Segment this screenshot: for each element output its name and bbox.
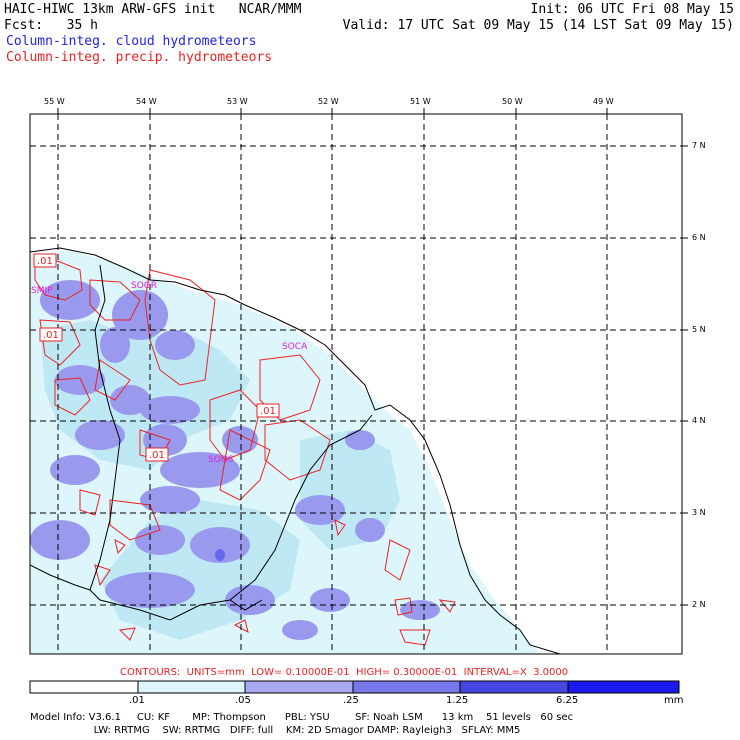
colorbar-bin [137, 680, 246, 694]
shade-dark-blob [215, 549, 225, 561]
colorbar-tick: .05 [235, 695, 251, 706]
contour-label: .01 [37, 256, 53, 267]
colorbar-bin [567, 680, 680, 694]
lon-label-55w: 55 W [44, 97, 65, 106]
model-info-line2: LW: RRTMG SW: RRTMG DIFF: full KM: 2D Sm… [30, 725, 521, 736]
contour-label: .01 [43, 330, 59, 341]
colorbar [29, 680, 680, 694]
lon-label-52w: 52 W [318, 97, 339, 106]
lon-label-50w: 50 W [502, 97, 523, 106]
contour-label: .01 [260, 406, 276, 417]
precip-contours [34, 254, 456, 646]
colorbar-tick: .01 [129, 695, 145, 706]
forecast-hour: Fcst: 35 h [4, 18, 98, 33]
colorbar-bin [29, 680, 139, 694]
lon-label-49w: 49 W [593, 97, 614, 106]
valid-time: Valid: 17 UTC Sat 09 May 15 (14 LST Sat … [342, 18, 734, 33]
tick-marks [57, 108, 688, 606]
colorbar-tick: 6.25 [556, 695, 579, 706]
station-sogr: SOGR [131, 281, 157, 291]
stations: SMJP SOGR SOCA SOOS [31, 281, 308, 465]
lon-label-53w: 53 W [227, 97, 248, 106]
colorbar-tick: .25 [343, 695, 359, 706]
lat-lon-grid [30, 114, 682, 654]
colorbar-bin [459, 680, 569, 694]
lat-label-5n: 5 N [692, 325, 706, 334]
field-precip-label: Column-integ. precip. hydrometeors [6, 50, 273, 65]
lon-label-51w: 51 W [410, 97, 431, 106]
colorbar-bin [244, 680, 354, 694]
colorbar-units: mm [664, 695, 684, 706]
lat-label-6n: 6 N [692, 233, 706, 242]
lat-label-3n: 3 N [692, 508, 706, 517]
lat-label-7n: 7 N [692, 141, 706, 150]
field-cloud-label: Column-integ. cloud hydrometeors [6, 34, 257, 49]
lon-label-54w: 54 W [136, 97, 157, 106]
colorbar-tick: 1.25 [446, 695, 469, 706]
station-soos: SOOS [208, 455, 234, 465]
init-time: Init: 06 UTC Fri 08 May 15 [530, 2, 735, 17]
lat-label-2n: 2 N [692, 600, 706, 609]
map-frame [29, 113, 683, 655]
model-info-line1: Model Info: V3.6.1 CU: KF MP: Thompson P… [30, 712, 574, 723]
coastline [30, 247, 561, 654]
station-smjp: SMJP [31, 286, 53, 296]
lat-label-4n: 4 N [692, 416, 706, 425]
contour-labels: .01 .01 .01 .01 [33, 253, 280, 462]
model-title: HAIC-HIWC 13km ARW-GFS init NCAR/MMM [4, 2, 302, 17]
contour-label: .01 [149, 450, 165, 461]
colorbar-bin [352, 680, 461, 694]
contour-info: CONTOURS: UNITS=mm LOW= 0.10000E-01 HIGH… [120, 667, 569, 678]
station-soca: SOCA [282, 342, 308, 352]
